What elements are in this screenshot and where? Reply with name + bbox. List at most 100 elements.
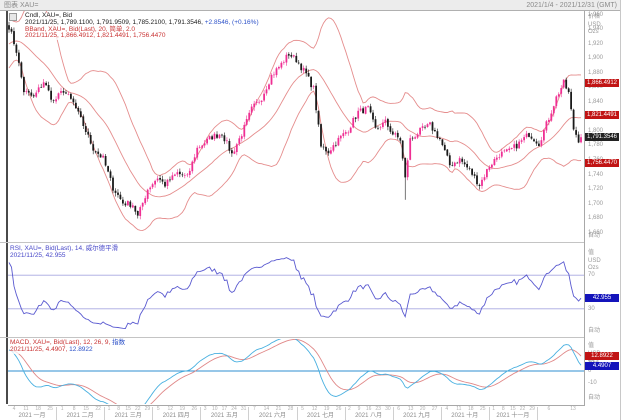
candle-body [530, 136, 533, 139]
candle-body [27, 90, 30, 93]
price-legend-text: +2.8546, (+0.16%) [204, 18, 259, 26]
candle-body [124, 203, 127, 206]
candle-body [191, 161, 194, 172]
candle-body [60, 91, 62, 93]
day-label: 31 [240, 406, 247, 412]
candle-body [409, 138, 412, 160]
price-legend: Cndl, XAU=, Bid 2021/11/25, 1,789.1100, 1… [25, 12, 259, 41]
candle-body [290, 54, 293, 57]
candle-body [52, 100, 55, 101]
legend-collapse-box[interactable] [9, 13, 17, 21]
price-tick-label: 1,660 [588, 229, 604, 236]
candle-body [411, 137, 414, 139]
candle-body [57, 93, 60, 99]
macd-tick-label: -10 [588, 379, 597, 386]
candle-body [285, 54, 288, 63]
chart-header-bar: 图表 XAU= 2021/1/4 - 2021/12/31 (GMT) [0, 0, 620, 11]
candle-body [72, 98, 75, 103]
day-label: 19 [179, 406, 186, 412]
candle-body [456, 162, 459, 164]
month-separator [104, 407, 106, 420]
candle-body [10, 28, 13, 32]
candle-body [528, 133, 530, 137]
axis-separator-line [584, 11, 585, 409]
candle-body [129, 201, 132, 207]
month-label: 2021 四月 [162, 413, 190, 419]
candle-body [565, 79, 568, 89]
candle-body [203, 143, 206, 146]
candle-body [300, 63, 303, 71]
candle-body [109, 171, 112, 178]
candle-body [92, 144, 95, 151]
candle-body [179, 171, 181, 175]
macd-legend-text: 2021/11/25, 4.4907, [10, 345, 70, 353]
chart-tab-label[interactable]: 图表 XAU= [4, 2, 39, 9]
candle-body [45, 82, 47, 86]
candle-body [557, 94, 560, 97]
candle-body [518, 141, 520, 149]
day-label: 27 [431, 406, 438, 412]
candle-body [320, 124, 322, 147]
month-separator [152, 407, 154, 420]
candle-body [213, 133, 216, 140]
candle-body [104, 156, 107, 166]
day-label: 9 [357, 406, 361, 412]
price-legend-text: Cndl, XAU=, Bid [25, 12, 73, 19]
candle-body [47, 85, 50, 91]
candle-body [510, 148, 513, 149]
candle-body [458, 158, 461, 164]
candle-body [292, 55, 295, 57]
candle-body [223, 135, 226, 142]
day-label: 4 [445, 406, 449, 412]
candle-body [362, 108, 364, 114]
candle-body [278, 67, 280, 69]
candle-body [131, 205, 134, 208]
day-label: 15 [125, 406, 131, 412]
month-label: 2021 二月 [66, 413, 94, 419]
candle-body [37, 87, 40, 92]
candle-body [248, 112, 251, 120]
price-chart-panel[interactable] [8, 11, 585, 240]
month-label: 2021 八月 [355, 413, 383, 419]
day-label: 8 [117, 406, 120, 412]
price-tick-label: 1,900 [588, 55, 604, 62]
rsi-legend-line-1: RSI, XAU=, Bid(Last), 14, 威尔德平滑 [10, 245, 118, 253]
day-label: 22 [519, 406, 526, 412]
candle-body [149, 187, 152, 190]
macd-legend-text: 指数 [112, 339, 126, 346]
candle-body [166, 179, 169, 186]
candle-body [260, 100, 263, 102]
candle-body [310, 76, 312, 88]
day-label: 1 [492, 406, 495, 412]
panel-left-handle[interactable] [6, 11, 8, 404]
price-tick-label: 1,780 [588, 142, 604, 149]
candle-body [231, 150, 233, 154]
price-legend-line-3: BBand, XAU=, Bid(Last), 20, 简单, 2.0 [25, 26, 259, 34]
candle-body [32, 95, 35, 97]
day-label: 17 [221, 406, 228, 412]
day-label: 25 [480, 406, 486, 412]
time-axis[interactable]: 2021 一月 4 11 18 25 2021 二月 1 8 15 22 2021 三月 1 8 15 22… [8, 405, 585, 420]
candle-body [488, 167, 491, 170]
day-label: 21 [275, 406, 282, 412]
panel-separator[interactable] [0, 337, 620, 338]
price-tick-label: 1,800 [588, 127, 604, 134]
day-label: 16 [365, 406, 372, 412]
candle-body [503, 150, 506, 152]
day-label: 26 [335, 406, 342, 412]
macd-value-badge: 4.4907 [585, 361, 619, 370]
candle-body [201, 145, 204, 148]
candle-body [151, 184, 154, 188]
value-axis-column[interactable]: 价格 USD Ozs 1,960 1,940 1,920 1,900 1,880 1,860 1,… [585, 11, 620, 420]
panel-separator[interactable] [0, 242, 620, 243]
month-separator [536, 407, 538, 420]
day-label: 19 [323, 406, 330, 412]
candle-body [443, 144, 446, 151]
candle-body [275, 68, 278, 76]
candle-body [297, 62, 300, 64]
candle-body [218, 134, 221, 138]
candle-body [211, 136, 213, 140]
candle-body [55, 99, 57, 102]
candle-body [523, 137, 525, 141]
candle-body [94, 151, 97, 153]
